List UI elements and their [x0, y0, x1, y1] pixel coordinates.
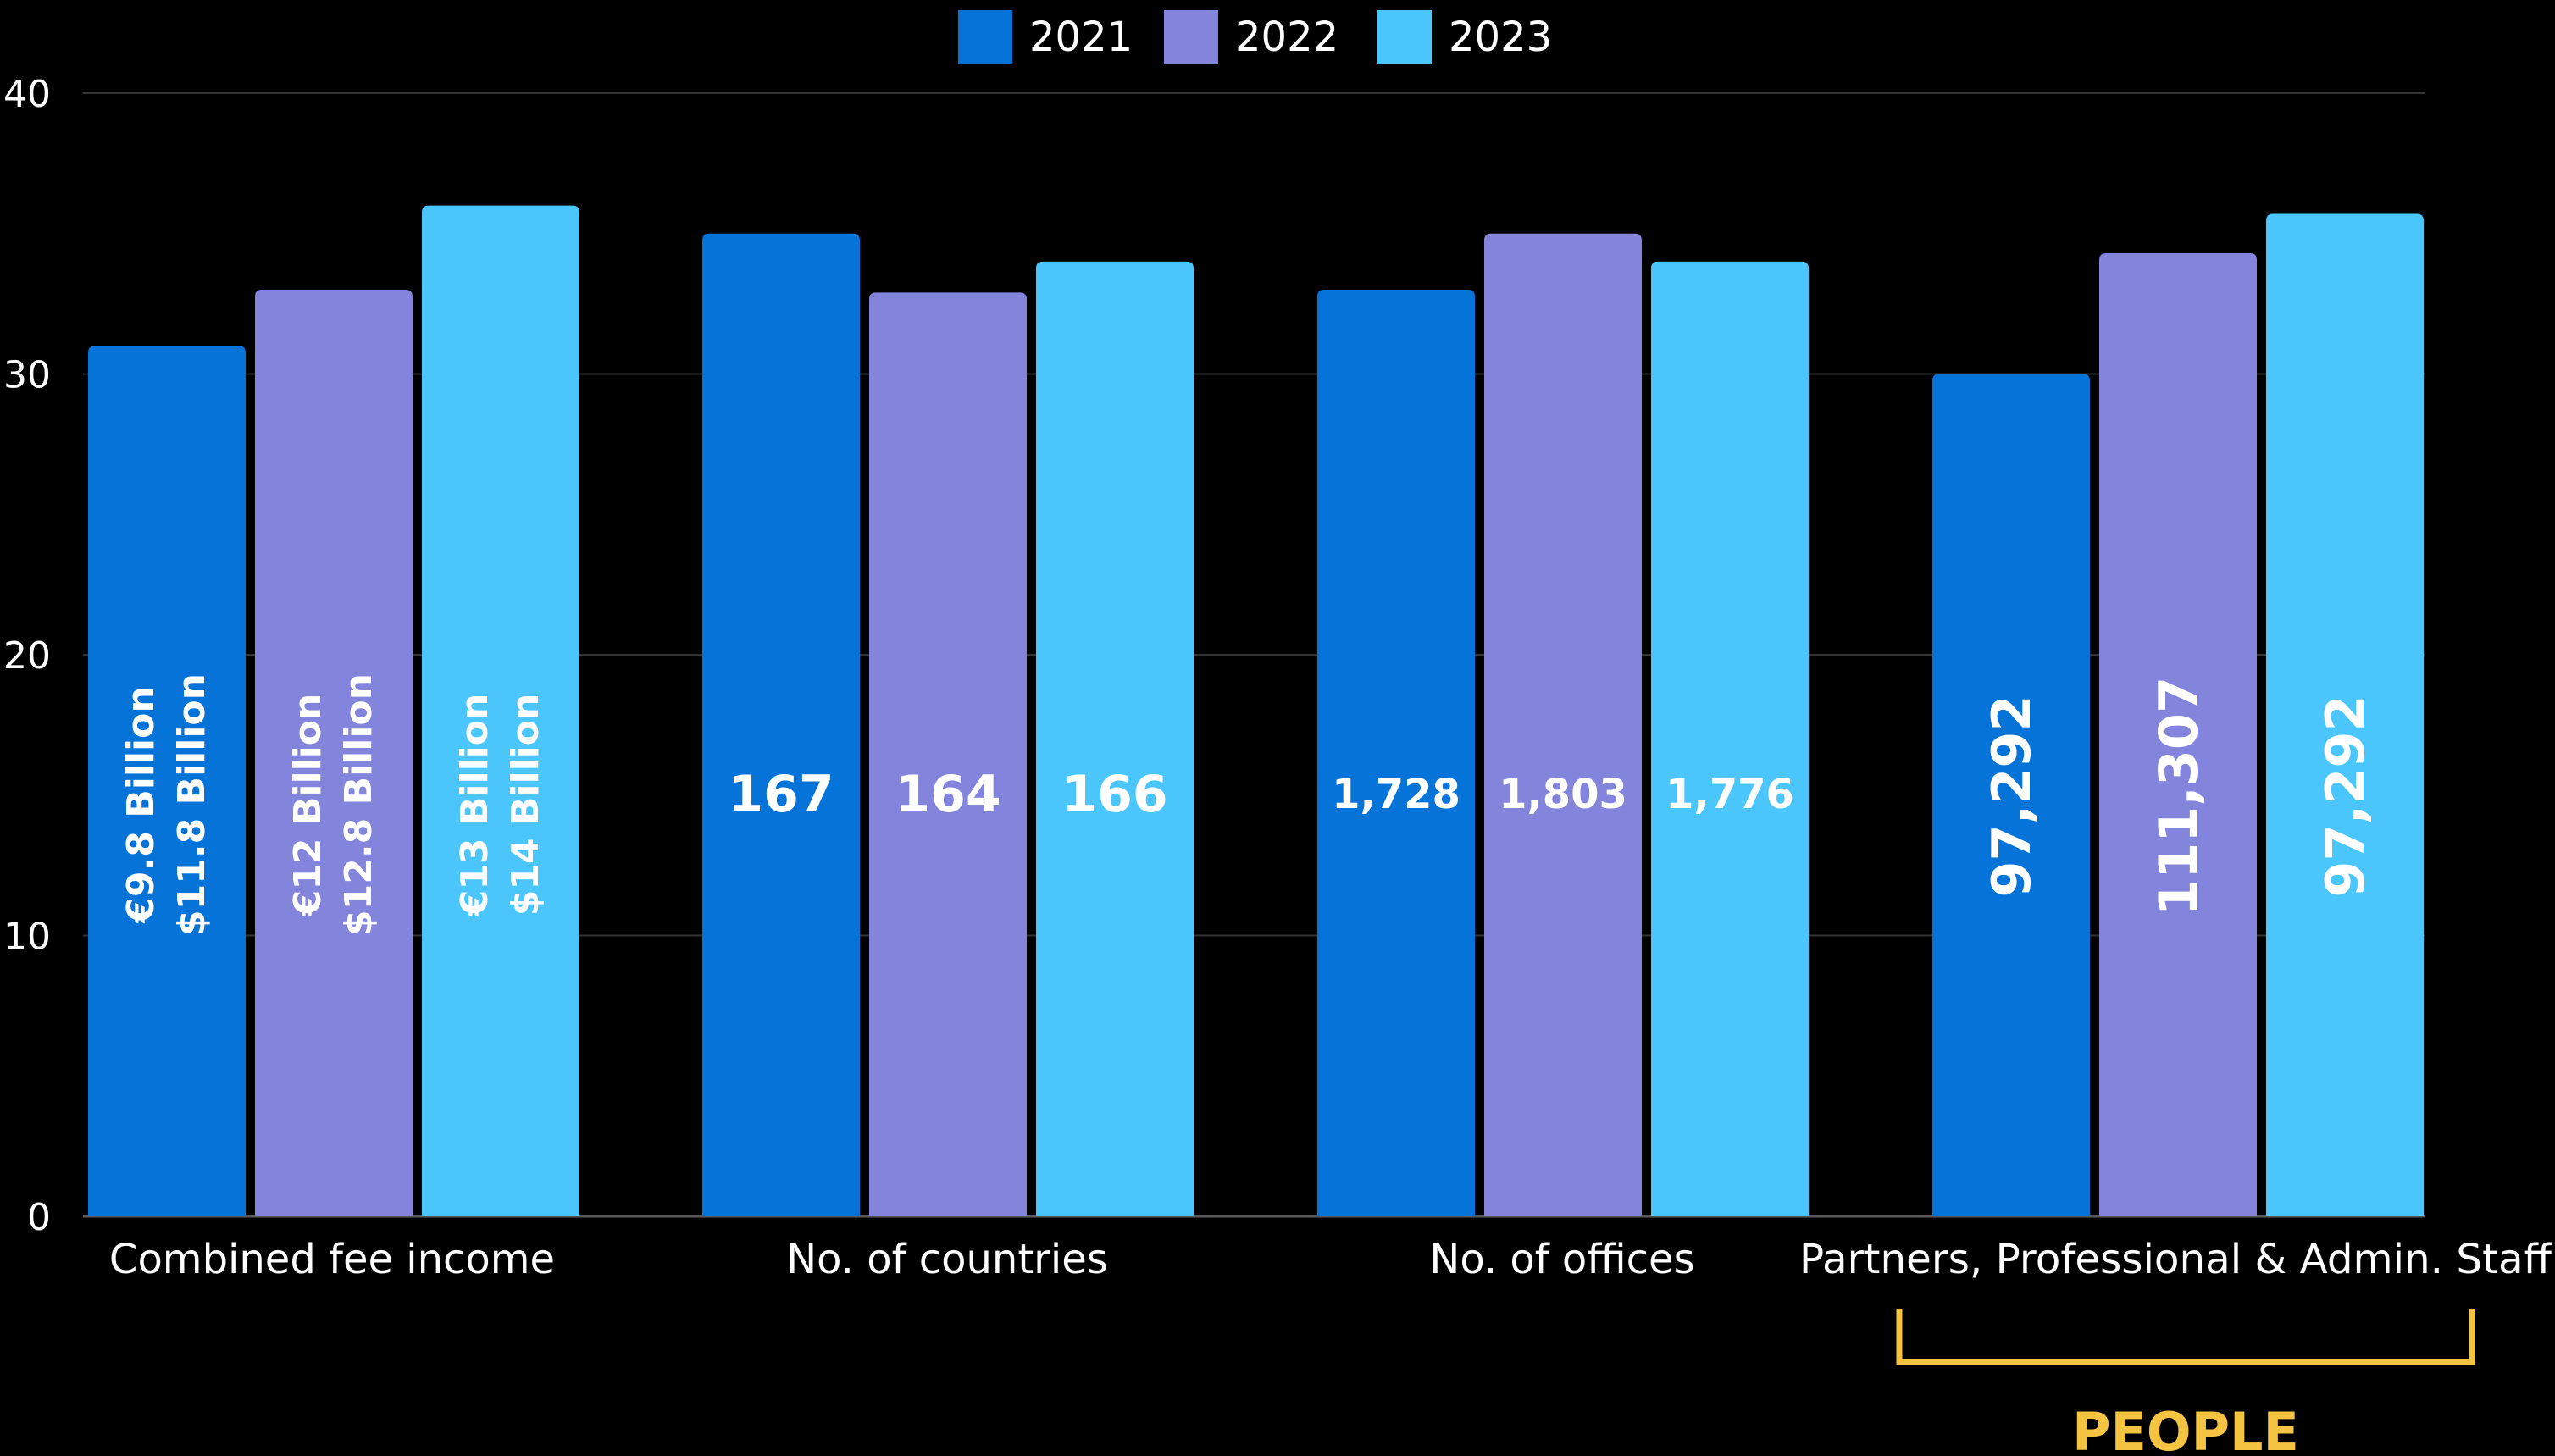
data-labels: €9.8 Billion $11.8 Billion 167 1,728 97,292 €… — [119, 673, 2376, 936]
data-label-group: 97,292 — [1981, 695, 2042, 897]
x-axis: Combined fee income No. of countries No. o… — [109, 1236, 2552, 1283]
legend: 2021 2022 2023 — [958, 10, 1552, 64]
data-label-group: €12 Billion $12.8 Billion — [286, 673, 380, 936]
y-tick-label: 40 — [3, 73, 51, 116]
bar-2021-3 — [1932, 374, 2090, 1216]
data-label: 97,292 — [2314, 695, 2376, 897]
data-label: 111,307 — [2148, 677, 2209, 916]
legend-label: 2021 — [1029, 14, 1133, 61]
data-label: €9.8 Billion — [119, 686, 163, 923]
legend-swatch — [958, 10, 1012, 64]
legend-swatch — [1164, 10, 1218, 64]
bar-2022-2 — [1484, 233, 1642, 1216]
bar-2022-0 — [255, 290, 413, 1216]
bar-2023-3 — [2266, 213, 2424, 1216]
data-label: 97,292 — [1981, 695, 2042, 897]
bar-2021-2 — [1317, 290, 1475, 1216]
legend-label: 2022 — [1235, 14, 1338, 61]
people-annotation: PEOPLE — [2072, 1401, 2299, 1456]
bars — [88, 205, 2424, 1217]
data-label: 164 — [895, 765, 1000, 824]
bar-2021-0 — [88, 346, 246, 1217]
data-label-group: €9.8 Billion $11.8 Billion — [119, 673, 213, 936]
bar-2023-0 — [422, 205, 579, 1217]
data-label-group: 111,307 — [2148, 677, 2209, 916]
bar-2022-1 — [869, 292, 1027, 1216]
data-label: $11.8 Billion — [170, 673, 213, 936]
people-bracket — [1896, 1309, 2475, 1365]
y-tick-label: 10 — [3, 916, 51, 959]
data-label: €13 Billion — [453, 694, 496, 917]
category-label: No. of offices — [1429, 1236, 1694, 1283]
category-label: No. of countries — [786, 1236, 1108, 1283]
data-label: 1,728 — [1332, 771, 1460, 818]
data-label-group: €13 Billion $14 Billion — [453, 694, 547, 917]
bar-2023-1 — [1036, 261, 1194, 1216]
y-tick-label: 30 — [3, 354, 51, 397]
y-tick-label: 20 — [3, 634, 51, 678]
bar-2021-1 — [702, 233, 860, 1216]
data-label: 167 — [728, 765, 834, 824]
data-label-group: 97,292 — [2314, 695, 2376, 897]
y-axis: 0 10 20 30 40 — [3, 73, 51, 1239]
data-label: $14 Billion — [504, 694, 547, 916]
data-label: 166 — [1061, 765, 1167, 824]
bar-2023-2 — [1651, 261, 1809, 1216]
bar-2022-3 — [2099, 252, 2257, 1217]
category-label: Partners, Professional & Admin. Staff — [1799, 1236, 2552, 1283]
category-label: Combined fee income — [109, 1236, 555, 1283]
legend-swatch — [1377, 10, 1432, 64]
annotations: PEOPLE — [1896, 1309, 2475, 1456]
y-tick-label: 0 — [27, 1196, 51, 1239]
data-label: $12.8 Billion — [337, 673, 380, 936]
data-label: €12 Billion — [286, 694, 330, 917]
data-label: 1,803 — [1499, 771, 1627, 818]
data-label: 1,776 — [1665, 771, 1794, 818]
legend-label: 2023 — [1449, 14, 1552, 61]
